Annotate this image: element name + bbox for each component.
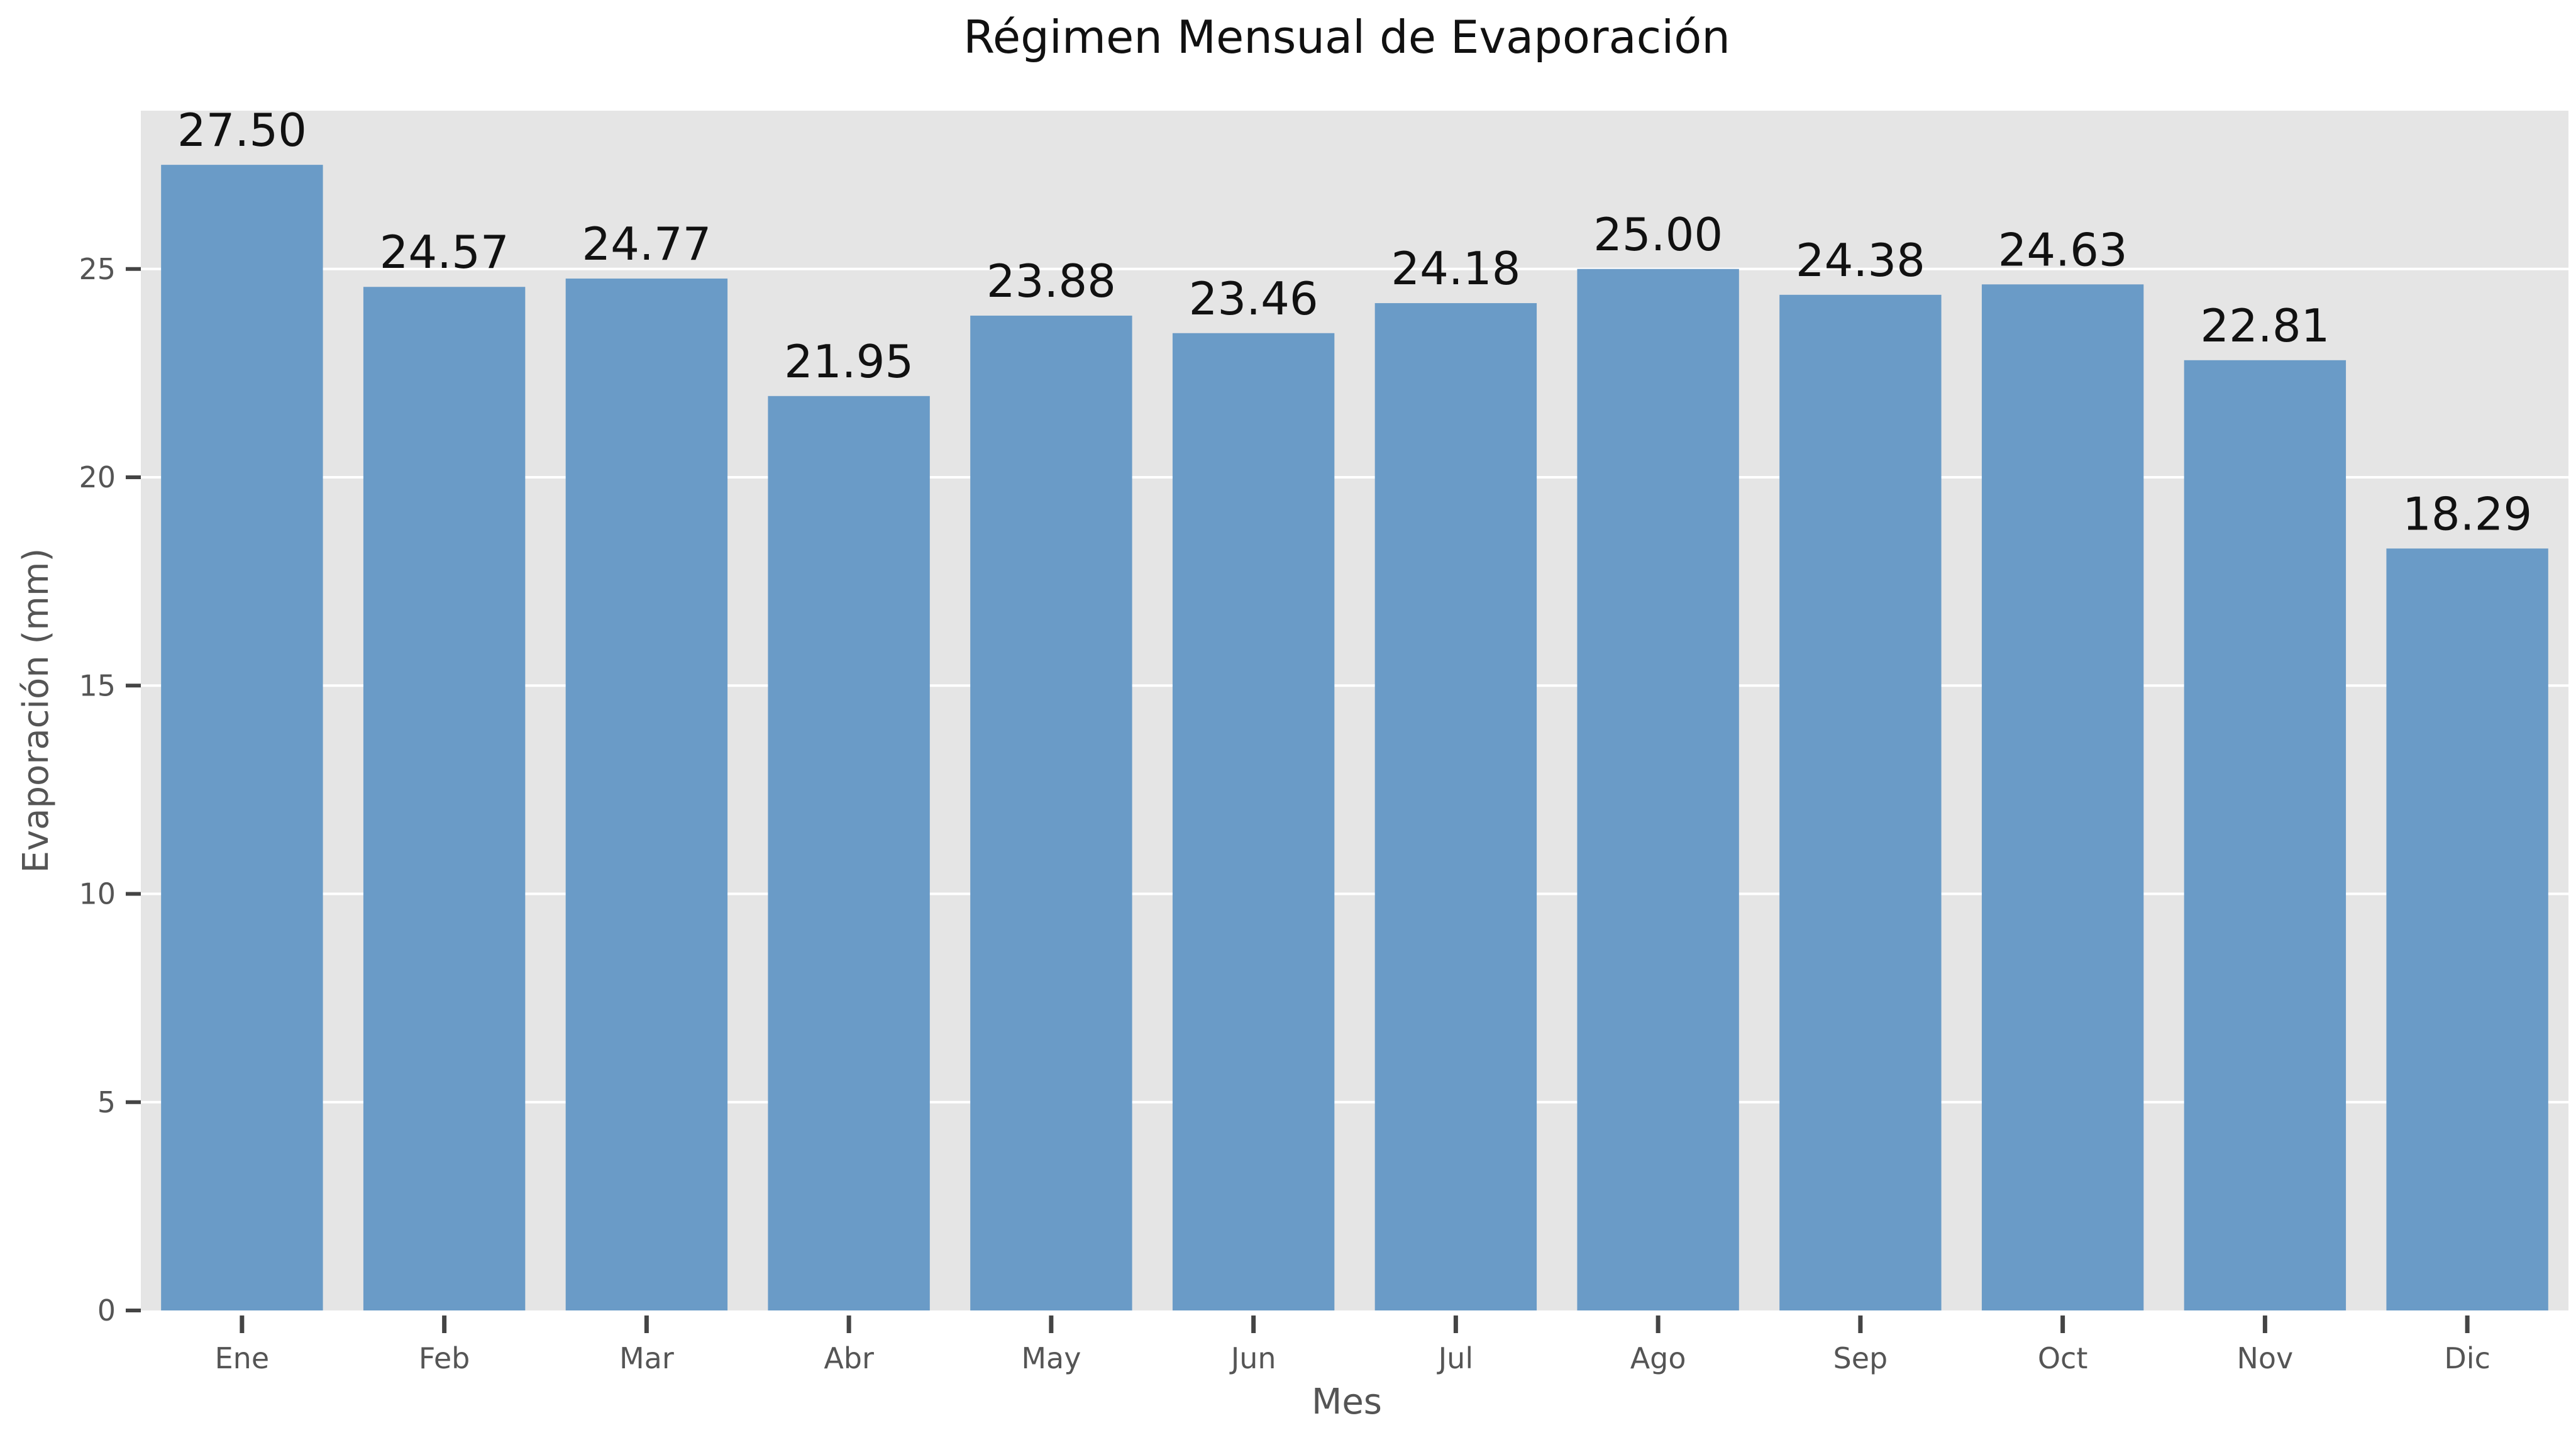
bar-oct [1981, 284, 2144, 1311]
x-axis-title: Mes [1312, 1382, 1382, 1422]
x-tick-label-ene: Ene [215, 1341, 270, 1375]
value-label-nov: 22.81 [2200, 299, 2330, 352]
value-labels-group: 27.50 24.57 24.77 21.95 23.88 23.46 24.18 25.00… [177, 104, 2532, 540]
x-tick-label-nov: Nov [2236, 1341, 2293, 1375]
x-tick-label-sep: Sep [1833, 1341, 1888, 1375]
value-label-dic: 18.29 [2402, 487, 2532, 540]
bar-ago [1577, 269, 1739, 1310]
bar-sep [1779, 294, 1942, 1311]
y-axis-title: Evaporación (mm) [16, 548, 57, 873]
y-tick-label-1: 5 [97, 1085, 116, 1119]
value-label-feb: 24.57 [380, 226, 509, 279]
value-label-sep: 24.38 [1796, 234, 1925, 287]
x-tick-label-dic: Dic [2444, 1341, 2490, 1375]
x-tick-label-mar: Mar [619, 1341, 674, 1375]
x-tick-label-jul: Jul [1437, 1341, 1474, 1375]
bars-group [161, 165, 2548, 1311]
value-label-jun: 23.46 [1189, 272, 1318, 325]
value-label-oct: 24.63 [1998, 223, 2128, 276]
x-axis: Ene Feb Mar Abr May Jun Jul Ago Sep Oct Nov Dic [215, 1315, 2490, 1375]
value-label-jul: 24.18 [1391, 242, 1520, 295]
bar-jul [1374, 303, 1537, 1311]
value-label-may: 23.88 [987, 255, 1116, 307]
value-label-ago: 25.00 [1593, 208, 1723, 261]
y-tick-label-3: 15 [79, 668, 116, 702]
y-tick-label-2: 10 [79, 877, 116, 911]
chart-title: Régimen Mensual de Evaporación [963, 11, 1730, 64]
y-tick-label-0: 0 [97, 1293, 116, 1327]
y-axis: 0 5 10 15 20 25 [79, 252, 141, 1327]
y-tick-label-4: 20 [79, 460, 116, 494]
x-tick-label-oct: Oct [2038, 1341, 2088, 1375]
x-tick-label-abr: Abr [824, 1341, 874, 1375]
x-tick-label-ago: Ago [1630, 1341, 1686, 1375]
bar-jun [1172, 333, 1335, 1310]
bar-mar [565, 278, 728, 1310]
bar-feb [363, 287, 526, 1310]
value-label-abr: 21.95 [784, 335, 914, 388]
y-tick-label-5: 25 [79, 252, 116, 286]
bar-nov [2184, 360, 2347, 1310]
x-tick-label-may: May [1021, 1341, 1081, 1375]
x-tick-label-jun: Jun [1229, 1341, 1276, 1375]
bar-abr [768, 396, 930, 1310]
value-label-ene: 27.50 [177, 104, 307, 157]
x-tick-label-feb: Feb [419, 1341, 470, 1375]
plot-background [141, 111, 2568, 1310]
bar-ene [161, 165, 323, 1310]
bar-dic [2386, 548, 2548, 1310]
bar-may [970, 315, 1132, 1311]
value-label-mar: 24.77 [582, 218, 711, 270]
gridlines [141, 267, 2568, 1104]
